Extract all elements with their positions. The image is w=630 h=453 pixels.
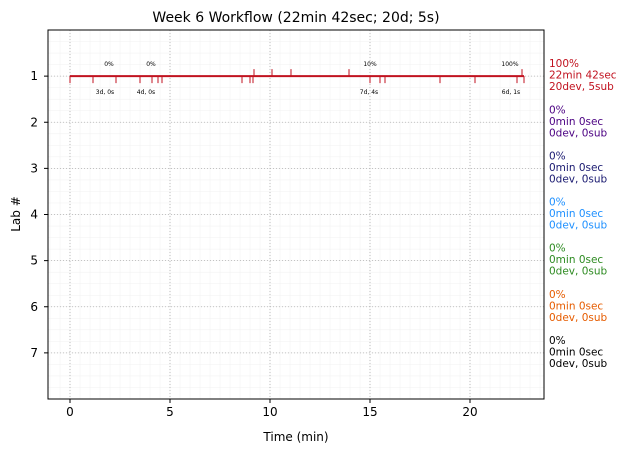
legend-lab4-line: 0% — [549, 197, 566, 209]
legend-lab1-line: 22min 42sec — [549, 70, 617, 82]
legend-lab1-line: 20dev, 5sub — [549, 81, 614, 93]
event-label: 7d, 4s — [360, 89, 378, 96]
y-tick-label: 2 — [30, 115, 38, 129]
progress-label: 100% — [501, 61, 518, 68]
progress-label: 0% — [104, 61, 114, 68]
legend-lab3-line: 0min 0sec — [549, 162, 603, 174]
legend-lab6-line: 0% — [549, 289, 566, 301]
x-axis: 0 5 10 15 20 — [66, 399, 478, 419]
y-tick-label: 7 — [30, 346, 38, 360]
legend-lab1-line: 100% — [549, 58, 579, 70]
progress-label: 10% — [363, 61, 377, 68]
legend-lab7-line: 0min 0sec — [549, 346, 603, 358]
legend-lab3-line: 0dev, 0sub — [549, 173, 608, 185]
x-tick-label: 0 — [66, 405, 74, 419]
legend-lab6-line: 0dev, 0sub — [549, 312, 608, 324]
x-axis-label: Time (min) — [262, 430, 328, 444]
chart-title: Week 6 Workflow (22min 42sec; 20d; 5s) — [152, 10, 439, 26]
event-label: 6d, 1s — [502, 89, 520, 96]
y-tick-label: 6 — [30, 300, 38, 314]
y-tick-label: 4 — [30, 208, 38, 222]
legend-lab3-line: 0% — [549, 150, 566, 162]
y-axis-label: Lab # — [9, 196, 23, 232]
legend-lab6-line: 0min 0sec — [549, 300, 603, 312]
progress-label: 0% — [146, 61, 156, 68]
y-tick-label: 3 — [30, 161, 38, 175]
legend-lab2-line: 0min 0sec — [549, 116, 603, 128]
series-layer: 0% 0% 10% 100% 3d, 0s 4d, 0s 7d, 4s 6d, 1s — [69, 61, 525, 96]
x-tick-label: 10 — [262, 405, 277, 419]
legend-lab4-line: 0min 0sec — [549, 208, 603, 220]
legend-lab7-line: 0dev, 0sub — [549, 358, 608, 370]
legend-lab5-line: 0min 0sec — [549, 254, 603, 266]
x-tick-label: 5 — [166, 405, 174, 419]
legend-lab5-line: 0dev, 0sub — [549, 266, 608, 278]
legend-lab7-line: 0% — [549, 335, 566, 347]
y-tick-label: 1 — [30, 69, 38, 83]
y-axis: 1 2 3 4 5 6 7 — [30, 69, 48, 360]
legend-lab4-line: 0dev, 0sub — [549, 220, 608, 232]
y-tick-label: 5 — [30, 254, 38, 268]
legend-lab5-line: 0% — [549, 243, 566, 255]
legend-lab2-line: 0% — [549, 104, 566, 116]
legend-lab2-line: 0dev, 0sub — [549, 127, 608, 139]
event-label: 3d, 0s — [96, 89, 114, 96]
x-tick-label: 15 — [362, 405, 377, 419]
x-tick-label: 20 — [462, 405, 477, 419]
event-label: 4d, 0s — [137, 89, 155, 96]
minor-grid — [48, 29, 544, 400]
